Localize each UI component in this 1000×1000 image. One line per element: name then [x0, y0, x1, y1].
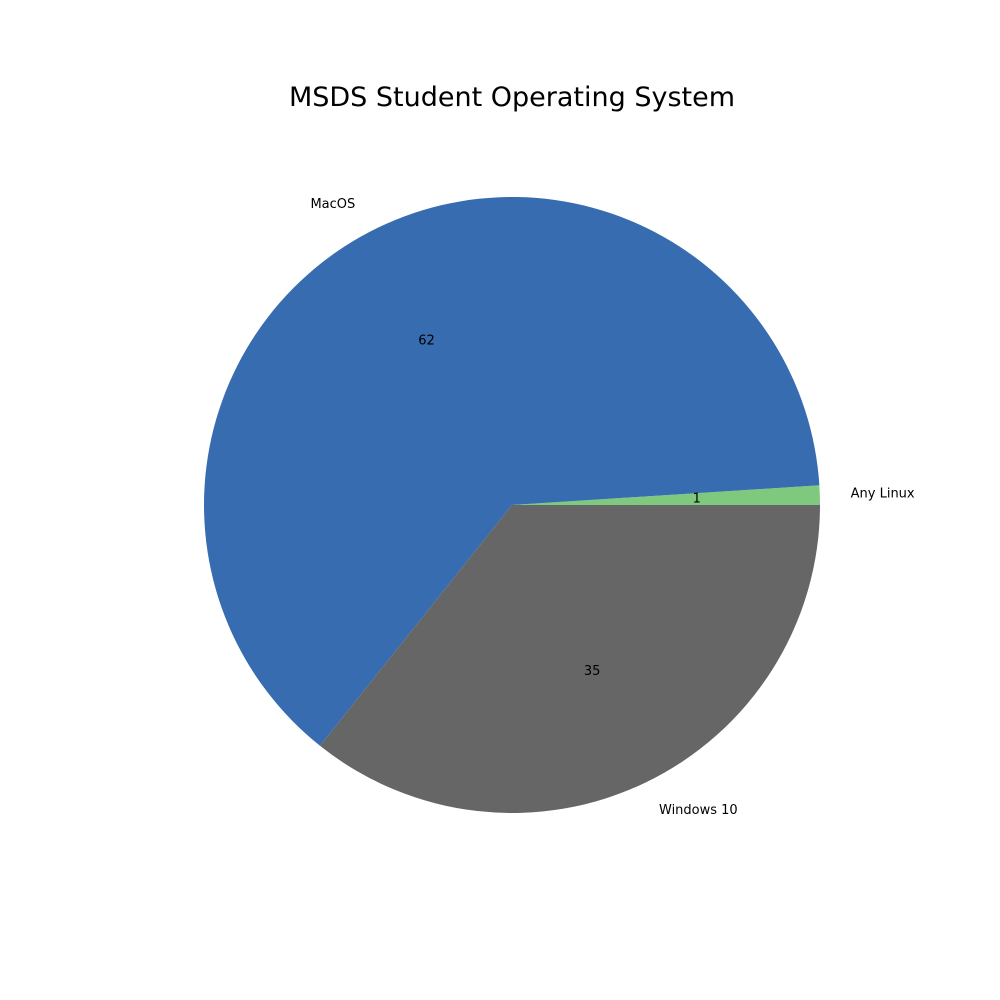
slice-value-any-linux: 1 — [693, 492, 701, 507]
pie-slice-windows-10 — [319, 505, 820, 813]
slice-label-windows-10: Windows 10 — [659, 803, 738, 818]
slice-value-windows-10: 35 — [584, 664, 601, 679]
slice-value-macos: 62 — [418, 334, 435, 349]
pie-labels: Any Linux 1 MacOS 62 Windows 10 35 — [310, 197, 914, 818]
pie-slice-any-linux — [512, 485, 820, 505]
chart-title: MSDS Student Operating System — [289, 82, 735, 113]
slice-label-any-linux: Any Linux — [851, 487, 915, 502]
pie-slices — [204, 196, 820, 813]
pie-slice-macos — [204, 196, 820, 746]
slice-label-macos: MacOS — [310, 197, 355, 212]
